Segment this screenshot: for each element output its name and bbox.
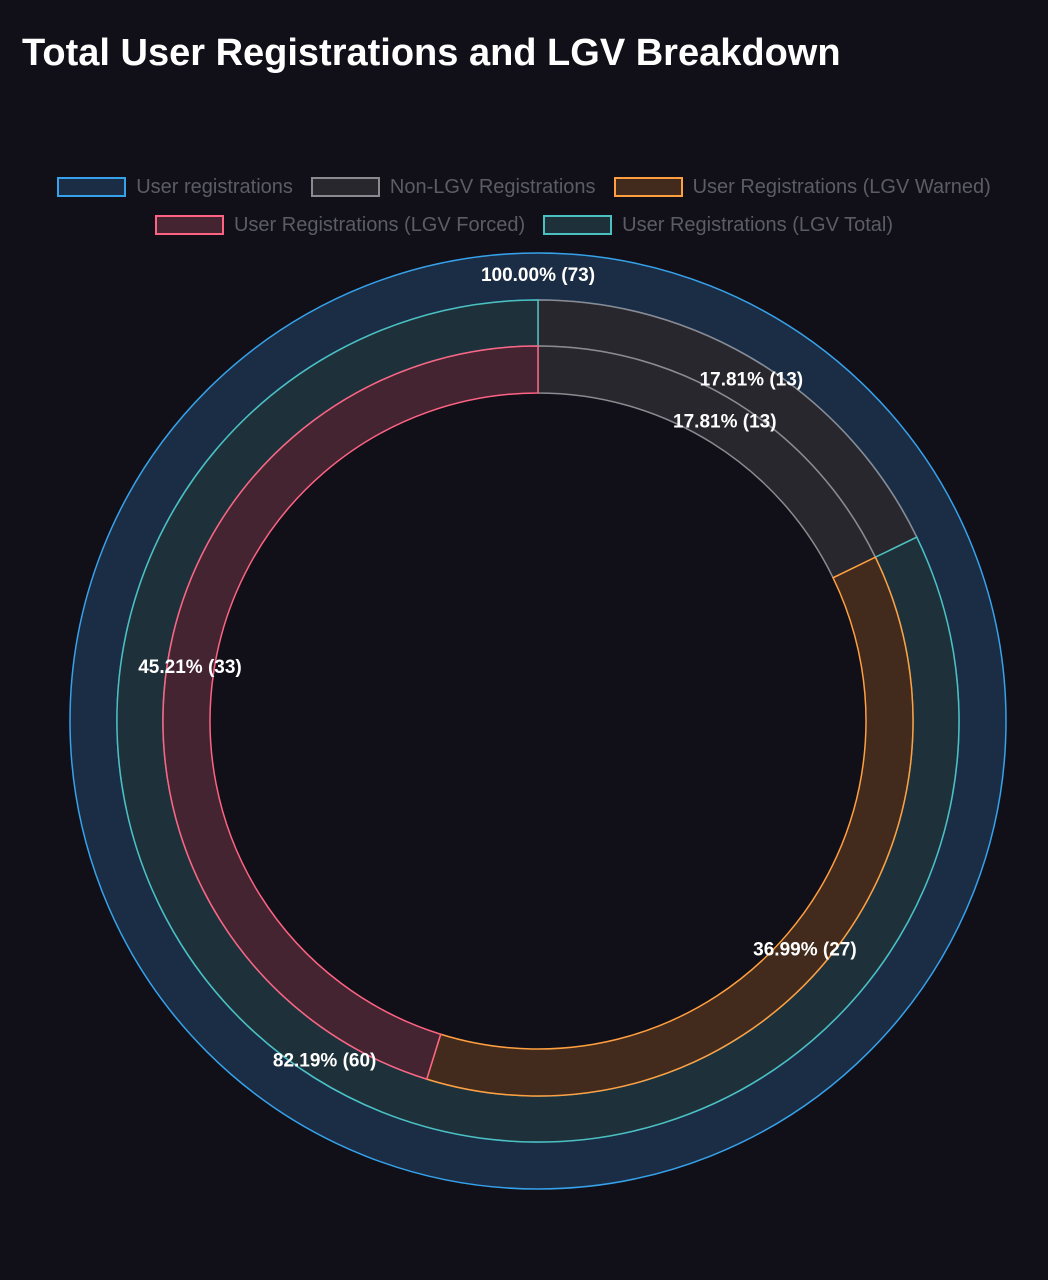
legend-label: User registrations [136,175,293,198]
legend-label: User Registrations (LGV Warned) [692,175,991,198]
legend-row-1: User registrations Non-LGV Registrations… [0,168,1048,206]
chart-title: Total User Registrations and LGV Breakdo… [22,32,841,74]
legend-label: User Registrations (LGV Total) [622,213,894,236]
legend-swatch [57,177,127,197]
legend-label: Non-LGV Registrations [389,175,596,198]
legend-label: User Registrations (LGV Forced) [233,213,526,236]
legend-item-lgv-forced[interactable]: User Registrations (LGV Forced) [154,213,526,237]
data-label-ring-3-user-registrations-lgv-forced: 45.21% (33) [138,657,242,678]
data-label-ring-3-non-lgv-registrations: 17.81% (13) [673,412,777,433]
legend-item-non-lgv-registrations[interactable]: Non-LGV Registrations [310,175,596,199]
legend-swatch [613,177,683,197]
ring-3-slice-user-registrations-lgv-forced[interactable] [162,345,539,1081]
ring-3-slice-user-registrations-lgv-warned[interactable] [425,556,914,1097]
chart-legend: User registrations Non-LGV Registrations… [0,168,1048,244]
data-label-ring-2-user-registrations-lgv-total: 82.19% (60) [273,1051,377,1072]
legend-swatch [543,215,613,235]
legend-row-2: User Registrations (LGV Forced) User Reg… [0,206,1048,244]
data-label-ring-2-non-lgv-registrations: 17.81% (13) [700,369,804,390]
legend-swatch [154,215,224,235]
chart-rings [69,252,1007,1190]
legend-swatch [310,177,380,197]
legend-item-lgv-warned[interactable]: User Registrations (LGV Warned) [613,175,991,199]
legend-item-user-registrations[interactable]: User registrations [57,176,293,199]
chart-data-labels: 100.00% (73) 17.81% (13) 82.19% (60) 17.81%… [138,265,856,1072]
legend-item-lgv-total[interactable]: User Registrations (LGV Total) [543,214,893,237]
data-label-ring-1-user-registrations: 100.00% (73) [481,265,595,286]
data-label-ring-3-user-registrations-lgv-warned: 36.99% (27) [753,939,857,960]
